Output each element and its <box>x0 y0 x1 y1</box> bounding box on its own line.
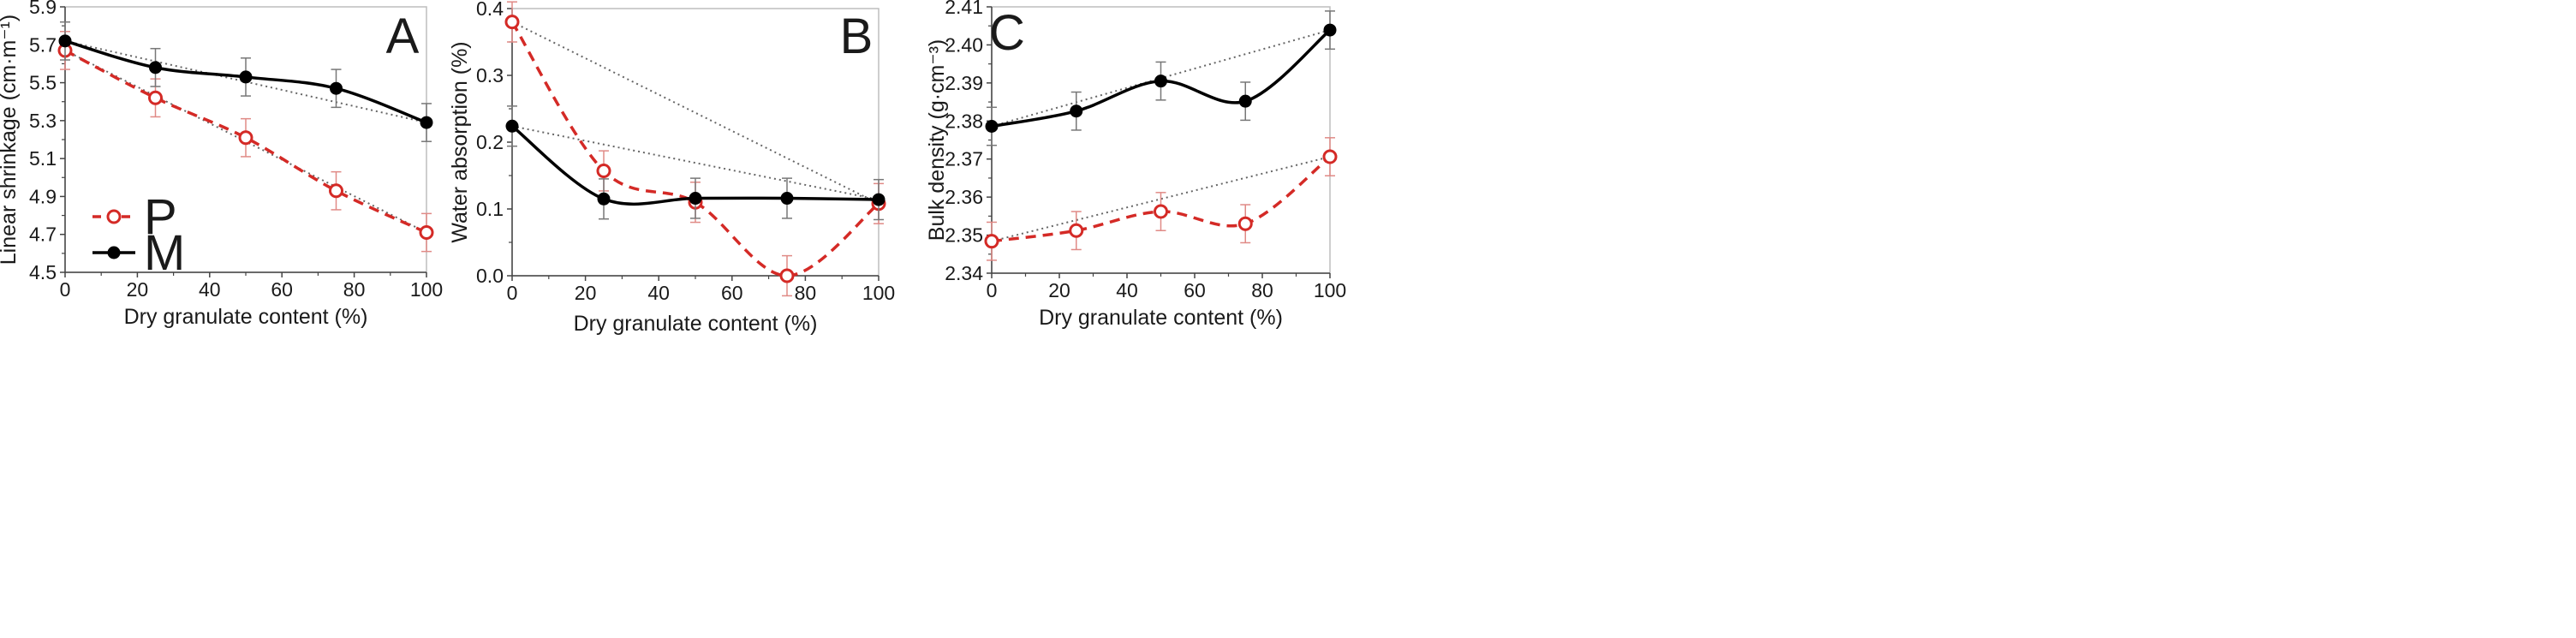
legend-marker <box>107 246 121 259</box>
x-tick-label: 0 <box>987 279 998 301</box>
y-axis-title: Linear shrinkage (cm·m⁻¹) <box>0 15 21 265</box>
chart-panel-a: 4.5 4.7 4.9 5.1 5.3 5.5 5.7 5.9 0 20 40 60 80 100 Dry … <box>0 0 443 329</box>
trend-line <box>511 125 880 201</box>
trend-line <box>511 21 880 205</box>
y-axis-title: Bulk density (g·cm⁻³) <box>925 39 949 241</box>
data-point <box>1069 223 1084 238</box>
data-point <box>420 116 433 129</box>
y-tick-label: 2.41 <box>945 0 983 18</box>
data-point <box>329 183 343 199</box>
data-point <box>239 70 253 84</box>
y-tick-label: 0.0 <box>476 265 504 287</box>
series-p <box>984 137 1338 261</box>
x-tick-label: 60 <box>1184 279 1206 301</box>
data-point <box>238 130 253 146</box>
y-tick-label: 2.38 <box>945 110 983 132</box>
x-tick-label: 100 <box>862 282 895 304</box>
x-axis-title: Dry granulate content (%) <box>124 305 368 329</box>
series-line <box>510 21 880 277</box>
data-point <box>148 90 163 105</box>
x-tick-label: 60 <box>721 282 743 304</box>
y-tick-label: 5.9 <box>29 0 57 18</box>
plot-frame <box>991 6 1331 274</box>
data-point <box>58 34 72 48</box>
x-tick-label: 80 <box>343 278 366 301</box>
x-tick-label: 0 <box>507 282 518 304</box>
panel-label: A <box>386 9 420 64</box>
x-tick-label: 0 <box>60 278 71 301</box>
series-p <box>504 1 886 297</box>
y-tick-label: 4.9 <box>29 185 57 207</box>
x-tick-label: 40 <box>1116 279 1138 301</box>
x-tick-label: 20 <box>1048 279 1070 301</box>
data-point <box>505 119 519 133</box>
legend: PM <box>92 189 185 281</box>
data-point <box>779 268 795 283</box>
data-point <box>149 61 162 75</box>
data-point <box>984 234 999 249</box>
data-point <box>330 81 343 95</box>
panel-label: B <box>840 9 874 64</box>
x-tick-label: 80 <box>1251 279 1273 301</box>
y-tick-label: 4.5 <box>29 261 57 283</box>
x-axis-title: Dry granulate content (%) <box>574 312 818 336</box>
y-tick-label: 4.7 <box>29 224 57 246</box>
y-tick-label: 5.3 <box>29 110 57 132</box>
y-tick-label: 2.35 <box>945 224 983 247</box>
legend-marker <box>106 209 122 224</box>
x-tick-label: 100 <box>1314 279 1346 301</box>
data-point <box>597 192 611 206</box>
y-tick-label: 2.34 <box>945 262 983 284</box>
x-tick-label: 100 <box>410 278 443 301</box>
panel-label: C <box>989 5 1025 61</box>
y-axis-title: Water absorption (%) <box>448 41 472 242</box>
x-tick-label: 60 <box>271 278 293 301</box>
x-axis-title: Dry granulate content (%) <box>1039 306 1283 330</box>
data-point <box>596 164 611 179</box>
legend-label: M <box>144 225 185 281</box>
data-point <box>1322 149 1338 164</box>
y-tick-label: 0.3 <box>476 64 504 86</box>
y-tick-label: 2.39 <box>945 72 983 94</box>
chart-panel-c: 2.34 2.35 2.36 2.37 2.38 2.39 2.40 2.41 0 20 40 60 8… <box>925 0 1346 330</box>
data-point <box>689 192 702 206</box>
y-tick-label: 0.2 <box>476 131 504 153</box>
data-point <box>780 192 794 206</box>
x-tick-label: 80 <box>795 282 817 304</box>
series-line <box>64 49 427 235</box>
data-point <box>985 120 999 134</box>
y-tick-label: 2.36 <box>945 186 983 208</box>
data-point <box>1154 75 1167 88</box>
data-point <box>504 15 520 30</box>
trend-line <box>991 156 1331 242</box>
y-tick-label: 0.1 <box>476 198 504 220</box>
x-tick-label: 20 <box>575 282 597 304</box>
data-point <box>419 225 434 240</box>
series-m <box>985 10 1337 146</box>
series-m <box>58 21 433 142</box>
trend-line <box>64 50 427 234</box>
plot-frame <box>511 8 880 277</box>
y-tick-label: 5.5 <box>29 72 57 94</box>
y-tick-label: 0.4 <box>476 0 504 20</box>
data-point <box>1237 216 1253 231</box>
data-point <box>1238 94 1252 108</box>
data-point <box>872 193 886 206</box>
data-point <box>1070 104 1083 118</box>
y-tick-label: 5.1 <box>29 147 57 170</box>
x-tick-label: 40 <box>647 282 670 304</box>
x-tick-label: 20 <box>127 278 149 301</box>
legend-label: P <box>144 189 177 245</box>
data-point <box>1323 23 1337 37</box>
y-tick-label: 2.40 <box>945 33 983 56</box>
series-m <box>505 105 886 221</box>
data-point <box>1154 204 1168 219</box>
x-tick-label: 40 <box>199 278 221 301</box>
chart-panel-b: 0.0 0.1 0.2 0.3 0.4 0 20 40 60 80 100 Dry granulate… <box>448 0 895 336</box>
y-tick-label: 2.37 <box>945 148 983 170</box>
y-tick-label: 5.7 <box>29 33 57 56</box>
